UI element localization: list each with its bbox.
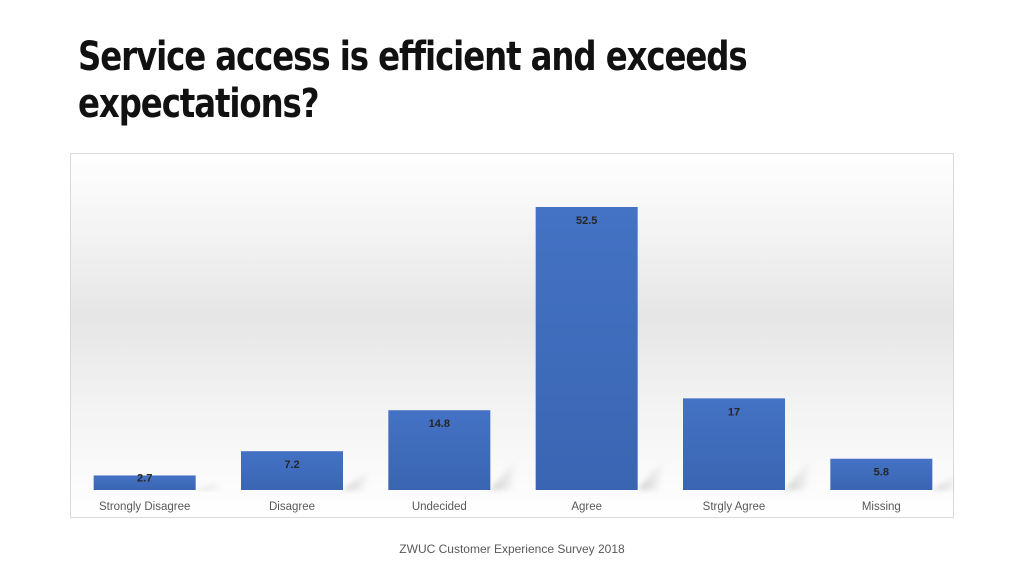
data-label: 52.5 [576,215,597,227]
category-label: Undecided [412,501,467,513]
bar-strgly-agree [683,398,785,490]
bar-shadow [490,457,519,490]
category-label: Missing [862,501,901,513]
bar-shadow [343,468,371,490]
bar-shadow [195,481,224,490]
category-label: Strgly Agree [703,501,766,513]
bar-strongly-disagree [93,475,196,490]
data-label: 2.7 [137,472,152,484]
category-labels-group: Strongly Disagree Disagree Undecided Agree S… [99,501,901,513]
bar-disagree [241,451,343,490]
bar-agree [535,207,638,490]
data-label: 14.8 [429,418,450,430]
bar-shadow [785,457,813,490]
category-label: Disagree [269,501,315,513]
data-label: 5.8 [874,467,889,479]
chart-area: 2.7 7.2 14.8 52.5 17 5.8 Strongly Disagree Dis… [70,153,955,518]
bar-shadow [932,476,955,490]
data-labels-group: 2.7 7.2 14.8 52.5 17 5.8 [137,215,889,484]
data-label: 7.2 [284,459,299,471]
data-label: 17 [728,406,740,418]
bar-undecided [388,410,491,490]
footer-caption: ZWUC Customer Experience Survey 2018 [399,542,625,556]
slide-title: Service access is efficient and exceeds … [78,34,748,127]
bar-missing [830,458,933,490]
category-label: Agree [571,501,602,513]
bar-shadows [195,457,955,490]
bar-chart: 2.7 7.2 14.8 52.5 17 5.8 Strongly Disagree Dis… [93,207,955,513]
category-label: Strongly Disagree [99,501,190,513]
bars-group [93,207,933,490]
bar-shadow [637,457,666,490]
